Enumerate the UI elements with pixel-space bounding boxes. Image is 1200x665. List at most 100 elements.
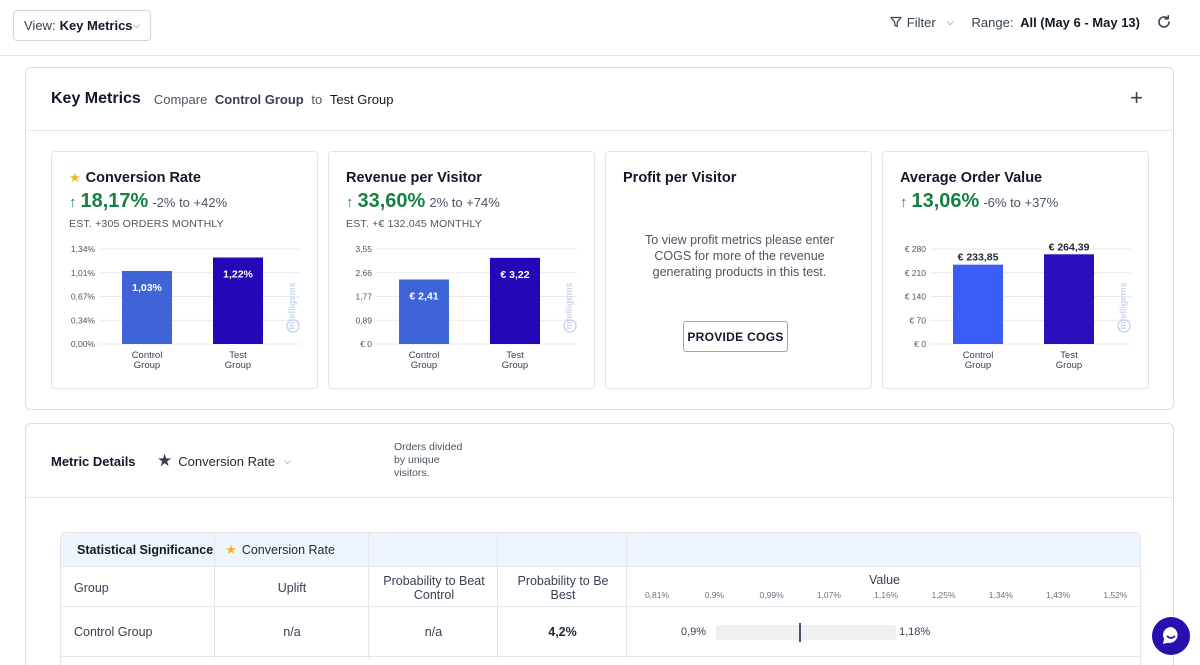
cell-prob-beat: n/a — [424, 625, 443, 639]
ss-metric: Conversion Rate — [241, 542, 335, 557]
cell-group: Control Group — [74, 625, 153, 639]
column-divider — [369, 533, 498, 659]
refresh-icon[interactable] — [1156, 14, 1172, 30]
filter-label: Filter — [906, 14, 936, 30]
star-icon: ★ — [69, 170, 81, 185]
column-divider — [61, 533, 215, 659]
bar-chart: € 280€ 210€ 140€ 70€ 0€ 233,85ControlGro… — [905, 241, 1131, 371]
value-axis-tick: 1,07% — [816, 590, 841, 600]
bar — [399, 279, 449, 344]
bar — [490, 257, 540, 344]
card-range: -2% to +42% — [152, 195, 228, 210]
value-axis-tick: 1,52% — [1103, 590, 1128, 600]
bar-value-label: € 264,39 — [1049, 241, 1090, 253]
range-low-label: 0,9% — [681, 626, 707, 638]
x-tick-label: Group — [411, 360, 437, 371]
profit-message: To view profit metrics please enter COGS… — [645, 233, 834, 279]
card-revenue-per-visitor: Revenue per Visitor ↑ 33,60% 2% to +74% … — [328, 151, 595, 389]
value-axis-tick: 1,43% — [1046, 590, 1071, 600]
bar-value-label: € 2,41 — [409, 291, 438, 303]
y-tick-label: € 210 — [905, 268, 927, 278]
column-divider — [215, 533, 369, 659]
x-tick-label: Test — [229, 350, 247, 361]
column-divider — [498, 533, 627, 659]
ss-title: Statistical Significance — [77, 542, 214, 557]
table-header — [61, 567, 1140, 607]
x-tick-label: Control — [409, 350, 440, 361]
x-tick-label: Group — [1056, 360, 1082, 371]
watermark-logo — [563, 319, 577, 333]
card-estimate: EST. +305 ORDERS MONTHLY — [69, 218, 224, 230]
compare-group-b[interactable]: Test Group — [329, 91, 394, 107]
range-value: All (May 6 - May 13) — [1020, 14, 1140, 30]
card-range: 2% to +74% — [429, 195, 500, 210]
chat-icon — [1163, 627, 1178, 644]
selected-metric: Conversion Rate — [178, 453, 276, 469]
watermark-logo — [286, 319, 300, 333]
bar — [1044, 254, 1094, 344]
card-value-row: ↑ 13,06% -6% to +37% — [900, 190, 1058, 213]
bar-value-label: € 233,85 — [958, 252, 999, 264]
compare-to: to — [311, 91, 323, 107]
card-title: Average Order Value — [900, 170, 1043, 186]
x-tick-label: Test — [1060, 350, 1078, 361]
bar-value-label: 1,03% — [132, 282, 162, 294]
card-big-value: 18,17% — [80, 190, 149, 212]
card-estimate: EST. +€ 132.045 MONTHLY — [346, 218, 483, 230]
y-tick-label: 2,66 — [355, 268, 372, 278]
y-tick-label: 0,00% — [71, 339, 96, 349]
bar — [213, 257, 263, 344]
x-tick-label: Test — [506, 350, 524, 361]
card-value-row: ↑ 18,17% -2% to +42% — [69, 190, 227, 213]
y-tick-label: 0,67% — [71, 292, 96, 302]
watermark-text: intelligems — [1118, 282, 1128, 329]
range-high-label: 1,18% — [899, 626, 931, 638]
value-axis-tick: 1,34% — [988, 590, 1013, 600]
arrow-up-icon: ↑ — [346, 194, 354, 211]
value-axis-tick: 0,81% — [644, 590, 670, 600]
bar — [953, 264, 1003, 344]
compare-text: Compare Control Group to Test Group — [154, 92, 394, 107]
x-tick-label: Control — [963, 350, 994, 361]
y-tick-label: 1,77 — [355, 292, 372, 302]
view-value: Key Metrics — [59, 18, 133, 33]
filter-button[interactable]: Filter ⌵ — [890, 15, 954, 30]
bar — [122, 270, 172, 344]
header-prob-beat: Probability to Beat Control — [383, 574, 485, 602]
value-axis-tick: 1,16% — [874, 590, 899, 600]
card-big-value: 33,60% — [357, 190, 426, 212]
header-prob-best: Probability to Be Best — [517, 574, 609, 602]
y-tick-label: € 70 — [909, 315, 926, 325]
metric-description: Orders divided by unique visitors. — [394, 441, 463, 479]
chevron-down-icon: ⌵ — [284, 455, 291, 466]
card-title: Revenue per Visitor — [346, 170, 482, 186]
x-tick-label: Group — [134, 360, 160, 371]
bar-value-label: 1,22% — [223, 269, 253, 281]
y-tick-label: 0,89 — [355, 315, 372, 325]
star-icon: ★ — [225, 541, 237, 557]
add-metric-button[interactable]: + — [1130, 85, 1143, 110]
card-big-value: 13,06% — [911, 190, 980, 212]
top-toolbar: View: Key Metrics ⌵ Filter ⌵ Range: All … — [0, 0, 1200, 56]
chat-button[interactable] — [1152, 617, 1190, 655]
cell-prob-best: 4,2% — [548, 625, 577, 639]
chevron-down-icon: ⌵ — [946, 16, 954, 27]
y-tick-label: 0,34% — [71, 315, 96, 325]
y-tick-label: € 140 — [905, 292, 927, 302]
card-title: Profit per Visitor — [623, 170, 737, 186]
date-range[interactable]: Range: All (May 6 - May 13) — [972, 15, 1140, 30]
x-tick-label: Control — [132, 350, 163, 361]
value-axis-tick: 0,9% — [704, 590, 724, 600]
provide-cogs-button[interactable]: PROVIDE COGS — [683, 321, 788, 352]
statistical-significance-table: Statistical Significance ★ Conversion Ra… — [60, 532, 1141, 665]
card-conversion-rate: ★ Conversion Rate ↑ 18,17% -2% to +42% E… — [51, 151, 318, 389]
cell-uplift: n/a — [283, 625, 301, 639]
watermark-text: intelligems — [564, 282, 574, 329]
y-tick-label: 1,01% — [71, 268, 96, 278]
y-tick-label: € 280 — [905, 244, 927, 254]
arrow-up-icon: ↑ — [69, 194, 77, 211]
view-selector[interactable]: View: Key Metrics ⌵ — [13, 10, 151, 41]
arrow-up-icon: ↑ — [900, 194, 908, 211]
compare-group-a[interactable]: Control Group — [214, 91, 304, 107]
metric-selector[interactable]: ★ Conversion Rate ⌵ — [157, 451, 291, 471]
